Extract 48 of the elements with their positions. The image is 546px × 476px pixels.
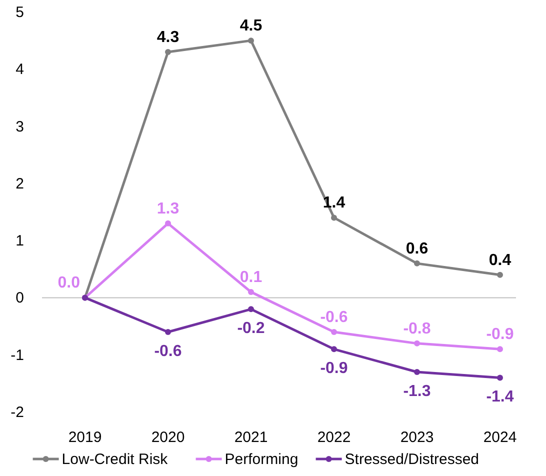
point	[331, 346, 337, 352]
data-label: -1.4	[486, 388, 514, 406]
point	[414, 369, 420, 375]
point	[414, 260, 420, 266]
point	[248, 289, 254, 295]
legend-label: Performing	[224, 451, 298, 468]
legend-label: Low-Credit Risk	[62, 451, 168, 468]
point	[165, 49, 171, 55]
data-label: -0.9	[320, 360, 348, 378]
y-tick-label: 3	[16, 118, 24, 136]
x-tick-label: 2023	[400, 429, 434, 446]
data-label: -0.6	[154, 343, 182, 360]
point	[165, 220, 171, 226]
data-label: 0.4	[488, 252, 512, 269]
point	[331, 214, 337, 221]
data-label: 0.6	[406, 240, 428, 258]
y-tick-label: -2	[10, 404, 24, 421]
point	[331, 329, 337, 335]
data-label: -1.3	[403, 383, 431, 400]
legend-label: Stressed/Distressed	[344, 451, 480, 468]
point	[165, 329, 171, 335]
data-label: -0.8	[403, 320, 431, 338]
y-tick-label: -1	[10, 346, 24, 364]
data-label: -0.2	[237, 320, 265, 338]
data-label: 0.0	[58, 274, 80, 292]
data-label: 4.3	[156, 29, 180, 46]
x-tick-label: 2020	[151, 429, 185, 446]
y-tick-label: 2	[16, 175, 24, 192]
x-tick-label: 2019	[68, 429, 102, 446]
point	[248, 306, 254, 312]
data-label: 1.4	[322, 194, 346, 212]
point	[497, 272, 503, 278]
x-tick-label: 2021	[234, 429, 268, 446]
data-label: -0.6	[320, 309, 348, 326]
point	[497, 374, 503, 381]
point	[248, 38, 254, 44]
data-label: 1.3	[156, 200, 180, 218]
y-tick-label: 4	[16, 61, 24, 78]
point	[497, 346, 503, 352]
data-label: 4.5	[240, 18, 262, 35]
x-tick-label: 2022	[317, 429, 351, 446]
y-tick-label: 5	[16, 4, 24, 21]
y-tick-label: 0	[16, 290, 24, 307]
y-tick-label: 1	[16, 232, 24, 250]
data-label: 0.1	[240, 269, 262, 286]
data-label: -0.9	[486, 326, 514, 344]
x-tick-label: 2024	[483, 429, 517, 446]
point	[414, 340, 420, 346]
